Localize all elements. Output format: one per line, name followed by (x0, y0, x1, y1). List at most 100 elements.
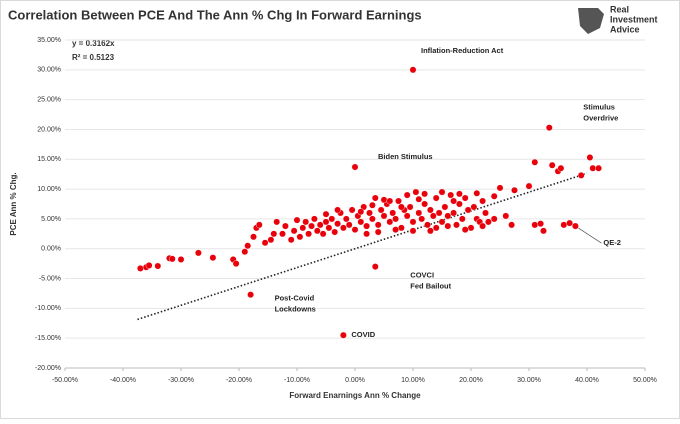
annotation: COVCI (410, 271, 434, 280)
point (432, 224, 440, 232)
point (525, 182, 533, 190)
x-tick-label: 40.00% (575, 377, 599, 384)
point (386, 197, 394, 205)
annotation: Overdrive (583, 114, 618, 123)
point (409, 227, 417, 235)
y-tick-label: 20.00% (37, 126, 61, 133)
point (435, 209, 443, 217)
point (247, 291, 255, 299)
point (496, 184, 504, 192)
x-tick-label: -40.00% (110, 377, 136, 384)
y-tick-label: 30.00% (37, 67, 61, 74)
point (545, 124, 553, 132)
point (371, 194, 379, 202)
x-tick-label: 0.00% (345, 377, 365, 384)
point (209, 254, 217, 262)
point (392, 215, 399, 223)
x-tick-label: 50.00% (633, 377, 657, 384)
point (368, 215, 376, 223)
point (458, 215, 466, 223)
point (154, 262, 162, 270)
x-tick-label: 30.00% (517, 377, 541, 384)
point (232, 260, 240, 268)
y-tick-label: 5.00% (41, 216, 61, 223)
y-tick-label: 10.00% (37, 186, 61, 193)
y-tick-label: 35.00% (37, 37, 61, 44)
annotation: Fed Bailout (410, 282, 451, 291)
point (395, 197, 402, 205)
point (438, 188, 446, 196)
point (392, 226, 399, 234)
point (305, 230, 312, 238)
annotation: Post-Covid (275, 294, 315, 303)
point (334, 206, 341, 214)
annotation: Biden Stimulus (378, 152, 433, 161)
point (363, 230, 370, 238)
point (348, 206, 356, 214)
y-tick-label: -15.00% (35, 335, 61, 342)
logo-text: Real (610, 4, 629, 14)
point (255, 221, 263, 229)
point (363, 222, 370, 230)
x-tick-label: -30.00% (168, 377, 194, 384)
point (319, 230, 327, 238)
point (502, 212, 510, 220)
point (345, 221, 353, 229)
point (313, 227, 321, 235)
point (482, 209, 489, 217)
y-tick-label: -5.00% (39, 275, 61, 282)
point (281, 222, 289, 230)
point (279, 230, 286, 238)
point (331, 228, 339, 236)
point (145, 262, 153, 269)
y-tick-label: 25.00% (37, 96, 61, 103)
point (511, 186, 518, 194)
point (424, 221, 431, 229)
point (450, 209, 457, 217)
point (540, 227, 547, 235)
point (261, 239, 269, 247)
equation: y = 0.3162x (72, 39, 115, 48)
point (316, 221, 324, 229)
point (586, 154, 594, 161)
point (566, 219, 573, 227)
point (168, 255, 176, 263)
point (397, 224, 405, 232)
point (357, 208, 365, 216)
point (250, 233, 257, 241)
point (461, 194, 469, 202)
point (366, 209, 373, 217)
point (339, 224, 347, 232)
annotation: COVID (351, 330, 375, 339)
point (444, 212, 452, 220)
point (299, 224, 307, 232)
logo: Real Investment Advice (578, 4, 658, 34)
point (577, 171, 585, 179)
point (273, 218, 281, 226)
point (386, 218, 394, 226)
y-tick-label: -10.00% (35, 305, 61, 312)
point (508, 221, 515, 229)
point (595, 164, 602, 172)
point (455, 190, 463, 198)
point (490, 215, 498, 223)
point (267, 236, 275, 244)
point (421, 190, 428, 198)
point (406, 203, 414, 211)
point (357, 218, 365, 226)
point (308, 222, 315, 230)
point (464, 206, 472, 214)
point (351, 163, 359, 171)
logo-icon (578, 8, 604, 34)
point (531, 221, 539, 229)
point (572, 222, 579, 230)
point (484, 218, 492, 226)
annotation: QE-2 (603, 238, 621, 247)
r-squared: R² = 0.5123 (72, 53, 115, 62)
point (380, 212, 388, 220)
point (270, 230, 278, 238)
point (473, 189, 481, 197)
point (560, 221, 568, 229)
logo-text: Advice (610, 24, 640, 34)
point (432, 194, 440, 202)
